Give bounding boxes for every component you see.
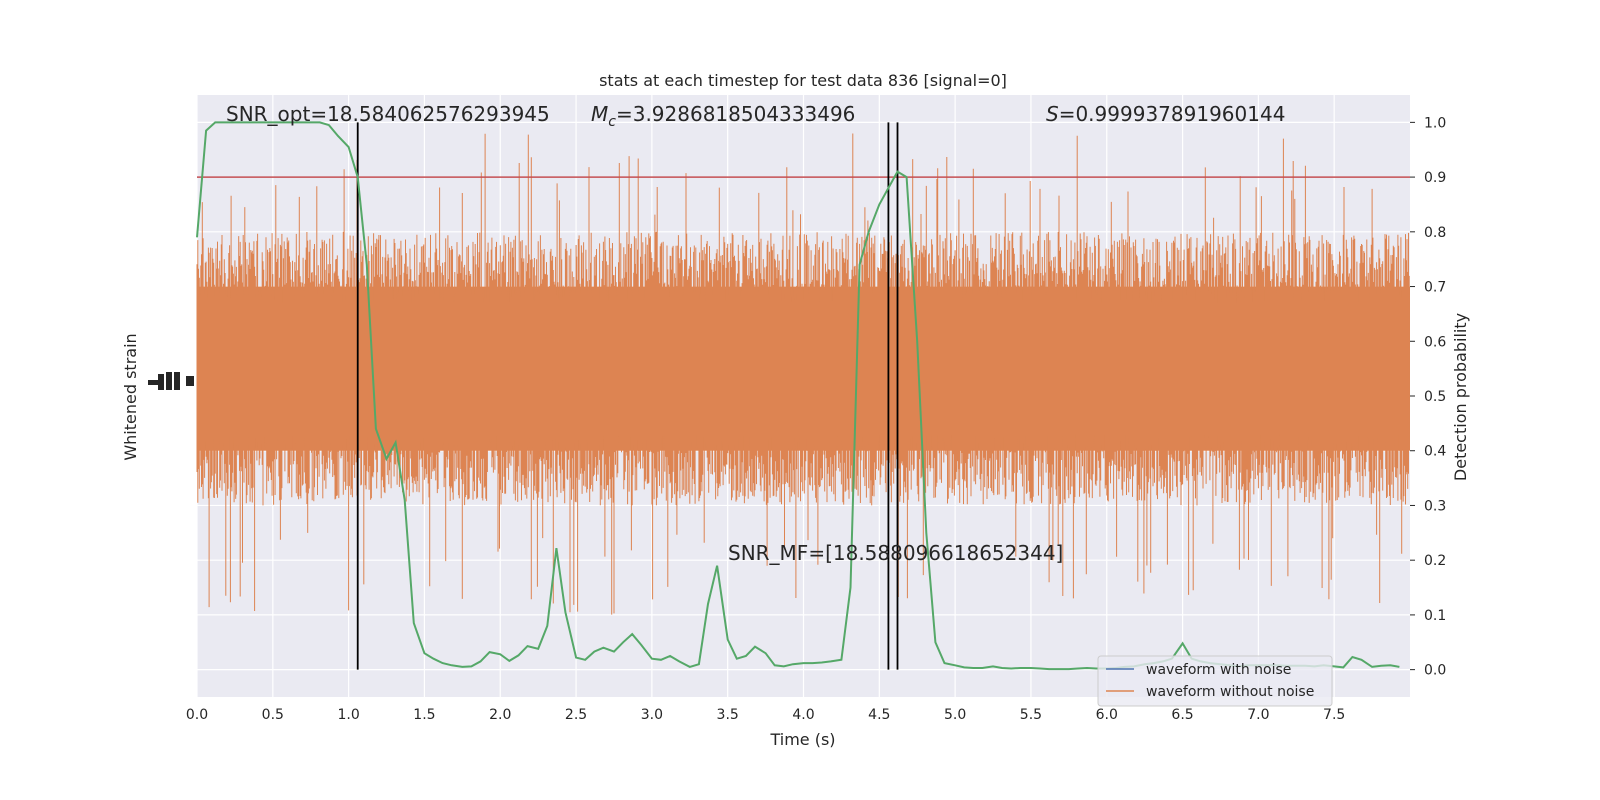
y-tick-labels: 0.0 0.1 0.2 0.3 0.4 0.5 0.6 0.7 0.8 0.9 1.0: [1410, 115, 1446, 679]
x-tick-label: 6.5: [1171, 707, 1193, 723]
x-tick-label: 7.0: [1247, 707, 1269, 723]
legend-label-with-noise: waveform with noise: [1146, 662, 1291, 678]
x-tick-label: 3.0: [641, 707, 663, 723]
y-tick-label: 1.0: [1424, 115, 1446, 131]
x-axis-label: Time (s): [769, 730, 835, 749]
vertical-lines: [356, 122, 899, 670]
annotation-chirp-mass: Mc=3.9286818504333496: [591, 102, 855, 130]
y-tick-label: 0.7: [1424, 280, 1446, 296]
y-tick-label: 0.2: [1424, 553, 1446, 569]
x-tick-label: 2.5: [565, 707, 587, 723]
annotation-s: S=0.999937891960144: [1046, 102, 1285, 126]
y-tick-label: 0.6: [1424, 334, 1446, 350]
series-waveform-without-noise: [196, 133, 1410, 615]
y-tick-label: 0.8: [1424, 225, 1446, 241]
annotation-snr-mf: SNR_MF=[18.588096618652344]: [728, 541, 1063, 565]
chart-title: stats at each timestep for test data 836…: [599, 71, 1007, 90]
x-tick-label: 4.0: [792, 707, 814, 723]
x-tick-label: 5.5: [1020, 707, 1042, 723]
x-tick-label: 0.0: [186, 707, 208, 723]
y-tick-label: 0.5: [1424, 389, 1446, 405]
x-tick-label: 2.0: [489, 707, 511, 723]
y-axis-label-left: Whitened strain: [121, 333, 140, 460]
x-tick-label: 6.0: [1096, 707, 1118, 723]
legend: waveform with noise waveform without noi…: [1097, 655, 1333, 707]
x-tick-label: 1.5: [413, 707, 435, 723]
y-tick-label: 0.1: [1424, 608, 1446, 624]
y-tick-label: 0.4: [1424, 444, 1446, 460]
x-tick-label: 5.0: [944, 707, 966, 723]
y-tick-label: 0.9: [1424, 170, 1446, 186]
x-tick-label: 4.5: [868, 707, 890, 723]
annotation-snr-opt: SNR_opt=18.584062576293945: [226, 102, 550, 126]
legend-label-without-noise: waveform without noise: [1146, 684, 1314, 700]
y-axis-label-right: Detection probability: [1451, 313, 1470, 481]
x-tick-labels: 0.0 0.5 1.0 1.5 2.0 2.5 3.0 3.5 4.0 4.5 5.0 5.5 6.0 6…: [186, 707, 1345, 723]
y-tick-label: 0.3: [1424, 498, 1446, 514]
x-tick-label: 7.5: [1323, 707, 1345, 723]
y-tick-label: 0.0: [1424, 663, 1446, 679]
noise-trace: [196, 133, 1410, 615]
left-axis-marker: [148, 372, 194, 390]
x-tick-label: 1.0: [337, 707, 359, 723]
x-tick-label: 0.5: [262, 707, 284, 723]
x-tick-label: 3.5: [717, 707, 739, 723]
